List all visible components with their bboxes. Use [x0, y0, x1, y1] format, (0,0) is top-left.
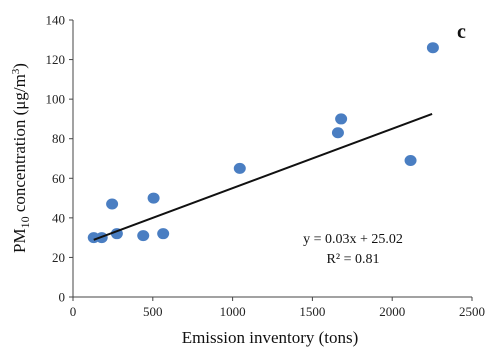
data-point: [157, 228, 170, 240]
x-tick-label: 2000: [379, 304, 405, 319]
data-point: [404, 154, 417, 166]
x-axis-ticks: 0 500 1000 1500 2000 2500: [70, 297, 485, 319]
trendline-equation: y = 0.03x + 25.02: [303, 232, 403, 247]
y-axis-title-superscript: 3: [10, 68, 22, 74]
y-axis-title: PM10 concentration (μg/m3): [10, 63, 32, 253]
y-tick-label: 120: [46, 52, 66, 67]
x-tick-label: 500: [143, 304, 163, 319]
data-point: [426, 42, 439, 54]
y-axis-title-prefix: PM: [10, 228, 29, 253]
x-axis-title: Emission inventory (tons): [182, 328, 359, 347]
data-point: [147, 192, 160, 204]
data-points: [87, 42, 439, 244]
y-axis-ticks: 0 20 40 60 80 100 120 140: [46, 13, 73, 305]
r-squared-label: R² = 0.81: [327, 252, 380, 267]
x-tick-label: 1500: [299, 304, 325, 319]
y-axis-title-subscript: 10: [18, 216, 32, 228]
data-point: [137, 230, 150, 242]
y-axis-title-middle: concentration (μg/m: [10, 74, 29, 216]
y-tick-label: 100: [46, 92, 66, 107]
trendline: [93, 113, 433, 241]
data-point: [335, 113, 348, 125]
y-tick-label: 40: [52, 210, 65, 225]
x-tick-label: 1000: [220, 304, 246, 319]
panel-label: c: [457, 21, 466, 43]
x-tick-label: 2500: [459, 304, 485, 319]
data-point: [331, 127, 344, 139]
y-axis-title-suffix: ): [10, 63, 29, 69]
y-tick-label: 60: [52, 171, 65, 186]
x-tick-label: 0: [70, 304, 77, 319]
y-tick-label: 0: [59, 290, 66, 305]
data-point: [106, 198, 119, 210]
y-tick-label: 20: [52, 250, 65, 265]
data-point: [233, 162, 246, 174]
y-tick-label: 140: [46, 13, 66, 28]
y-tick-label: 80: [52, 131, 65, 146]
